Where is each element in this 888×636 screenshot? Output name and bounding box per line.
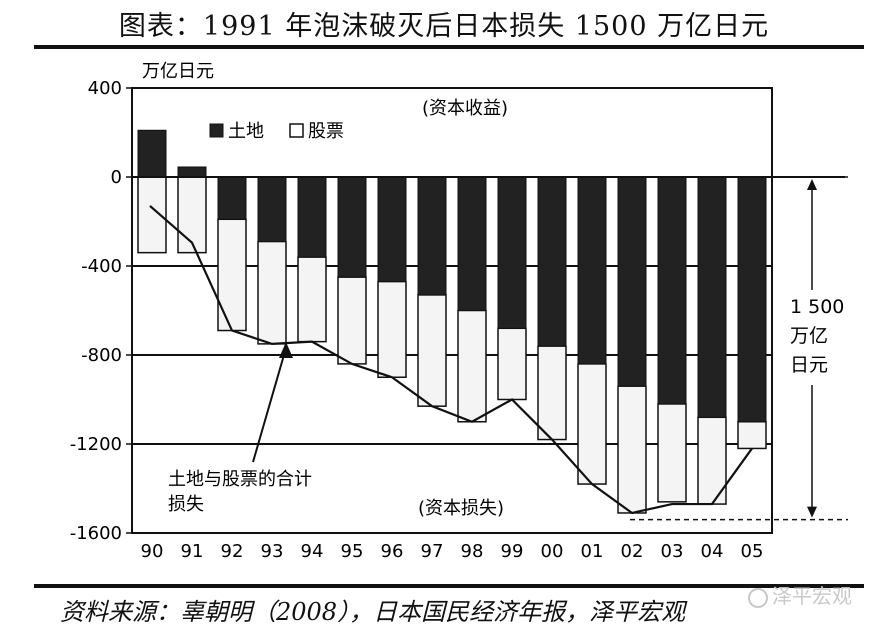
- source-note: 资料来源：辜朝明（2008），日本国民经济年报，泽平宏观: [60, 598, 686, 626]
- legend-swatch-land: [209, 123, 224, 138]
- source-rule: [34, 584, 864, 588]
- watermark: 泽平宏观: [748, 580, 852, 609]
- x-tick-label-00: 00: [541, 541, 564, 562]
- bar-land-92: [217, 176, 247, 220]
- legend-label-land: 土地: [228, 121, 264, 142]
- bar-stock-05: [737, 421, 767, 450]
- bar-land-94: [297, 176, 327, 258]
- bar-stock-94: [297, 256, 327, 343]
- bar-stock-92: [217, 218, 247, 332]
- bar-stock-99: [497, 327, 527, 401]
- chart: 400 0 -400 -800 -1200 -1600 90 91 92 93 94 95 96 97 98…: [70, 61, 848, 562]
- span-label-3: 日元: [790, 354, 828, 376]
- bar-stock-98: [457, 309, 487, 423]
- bar-stock-93: [257, 240, 287, 345]
- bar-stock-96: [377, 280, 407, 379]
- bar-stock-91: [177, 176, 207, 254]
- bar-stock-00: [537, 345, 567, 441]
- total-loss-line: [149, 205, 753, 515]
- bar-stock-95: [337, 276, 367, 365]
- x-tick-label-97: 97: [421, 541, 444, 562]
- bar-land-93: [257, 176, 287, 243]
- bar-land-04: [697, 176, 727, 418]
- span-label-2: 万亿: [790, 325, 828, 347]
- bar-land-96: [377, 176, 407, 283]
- bar-stock-02: [617, 385, 647, 514]
- x-tick-label-92: 92: [221, 541, 244, 562]
- bar-land-01: [577, 176, 607, 365]
- unit-label: 万亿日元: [142, 61, 214, 82]
- x-tick-label-90: 90: [141, 541, 164, 562]
- bar-land-98: [457, 176, 487, 311]
- total-line-label-1: 土地与股票的合计: [168, 469, 312, 490]
- bar-stock-97: [417, 294, 447, 407]
- x-tick-label-91: 91: [181, 541, 204, 562]
- span-label-1: 1 500: [790, 296, 844, 318]
- legend-swatch-stock: [289, 123, 304, 138]
- bar-land-95: [337, 176, 367, 278]
- span-arrowhead-top: [807, 179, 817, 190]
- total-line-label-2: 损失: [168, 494, 204, 515]
- span-arrowhead-bottom: [807, 506, 817, 518]
- bar-land-97: [417, 176, 447, 296]
- x-tick-label-02: 02: [621, 541, 644, 562]
- x-tick-label-05: 05: [741, 541, 764, 562]
- total-line-pointer: [252, 347, 287, 463]
- x-tick-label-99: 99: [501, 541, 524, 562]
- legend-label-stock: 股票: [308, 121, 344, 142]
- x-tick-label-93: 93: [261, 541, 284, 562]
- bar-land-90: [137, 129, 167, 178]
- x-tick-label-96: 96: [381, 541, 404, 562]
- bar-land-00: [537, 176, 567, 347]
- bar-stock-03: [657, 403, 687, 503]
- x-tick-label-03: 03: [661, 541, 684, 562]
- x-tick-label-01: 01: [581, 541, 604, 562]
- watermark-text: 泽平宏观: [772, 584, 852, 608]
- bar-land-99: [497, 176, 527, 329]
- x-tick-label-94: 94: [301, 541, 324, 562]
- bar-land-02: [617, 176, 647, 387]
- total-line-pointer-arrowhead: [279, 342, 293, 358]
- y-tick-label-1: 0: [111, 167, 122, 188]
- x-tick-label-95: 95: [341, 541, 364, 562]
- bar-land-05: [737, 176, 767, 423]
- loss-annotation: (资本损失): [418, 498, 504, 519]
- y-tick-label-2: -400: [81, 256, 122, 277]
- y-tick-label-0: 400: [88, 78, 122, 99]
- title-rule: [34, 45, 864, 49]
- total-label-backdrop: [165, 462, 345, 518]
- y-tick-label-3: -800: [81, 345, 122, 366]
- bar-stock-01: [577, 363, 607, 485]
- wechat-icon: [748, 587, 768, 608]
- x-tick-label-04: 04: [701, 541, 724, 562]
- bar-land-03: [657, 176, 687, 405]
- bar-land-91: [177, 166, 207, 178]
- y-tick-label-5: -1600: [70, 523, 122, 544]
- y-tick-label-4: -1200: [70, 434, 122, 455]
- x-tick-label-98: 98: [461, 541, 484, 562]
- page-title: 图表：1991 年泡沫破灭后日本损失 1500 万亿日元: [118, 11, 770, 42]
- gain-annotation: (资本收益): [422, 98, 508, 119]
